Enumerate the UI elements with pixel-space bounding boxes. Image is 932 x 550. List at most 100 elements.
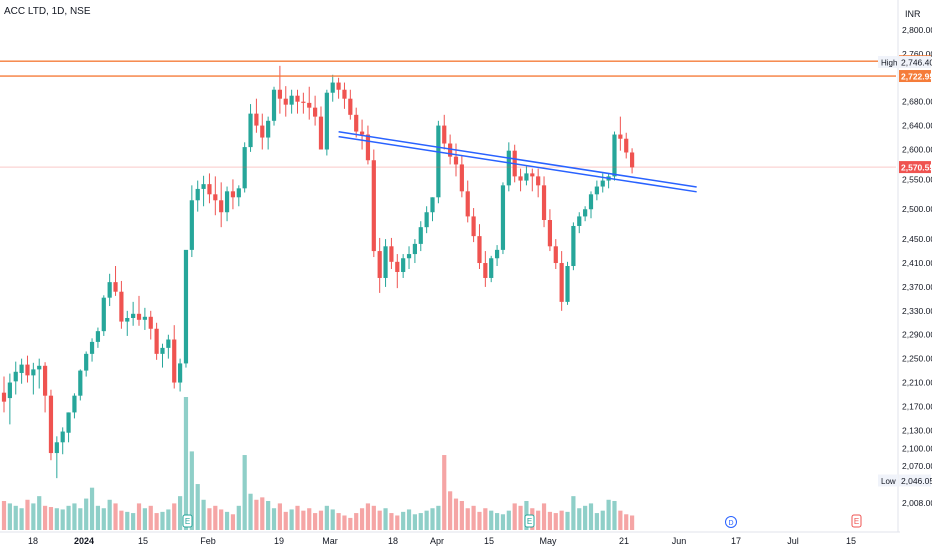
candle-body — [494, 249, 500, 259]
volume-bar — [565, 511, 570, 530]
time-tick-label: Jul — [787, 536, 799, 546]
candle-body — [313, 107, 318, 117]
candle-body — [383, 246, 388, 278]
candle-body — [189, 200, 194, 250]
candle-body — [624, 138, 629, 153]
volume-bar — [606, 499, 611, 530]
volume-bar — [383, 508, 388, 530]
volume-bar — [254, 499, 259, 530]
volume-bar — [389, 513, 394, 530]
volume-bar — [201, 499, 206, 530]
candle-body — [48, 395, 54, 454]
candle-body — [330, 82, 335, 93]
volume-bar — [547, 511, 553, 530]
price-tag-label-bg — [878, 56, 898, 69]
candle-body — [342, 89, 347, 99]
candle-body — [78, 370, 83, 396]
candle-body — [424, 212, 429, 228]
price-tick-label: 2,760.00 — [902, 49, 932, 59]
trendline — [338, 135, 697, 193]
candle-body — [230, 191, 236, 198]
volume-bar — [113, 503, 118, 530]
volume-bar — [172, 503, 177, 530]
candle-body — [377, 251, 382, 278]
volume-bar — [583, 505, 588, 530]
candle-body — [84, 353, 89, 371]
candle-body — [541, 185, 547, 220]
volume-bar — [260, 497, 265, 530]
candle-body — [166, 339, 171, 348]
candle-body — [89, 341, 95, 354]
volume-bar — [224, 511, 230, 530]
price-tag-value: 2,722.95 — [901, 72, 932, 82]
price-tag-label: High — [881, 59, 897, 68]
earnings-marker-label: E — [185, 517, 190, 526]
volume-bar — [600, 510, 605, 530]
volume-bars — [1, 397, 635, 530]
candle-body — [37, 365, 42, 370]
volume-bar — [571, 496, 576, 530]
price-tick-label: 2,370.00 — [902, 282, 932, 292]
volume-bar — [559, 510, 564, 530]
candle-body — [348, 98, 353, 115]
volume-bar — [500, 514, 506, 530]
volume-bar — [618, 510, 623, 530]
time-tick-label: 17 — [731, 536, 741, 546]
candle-body — [131, 313, 136, 318]
candle-body — [412, 243, 417, 255]
candle-body — [506, 150, 511, 186]
volume-bar — [154, 513, 159, 530]
volume-bar — [541, 503, 547, 530]
price-tag-value: 2,746.40 — [901, 58, 932, 68]
candle-body — [471, 216, 476, 237]
candle-body — [318, 116, 324, 150]
volume-bar — [577, 508, 582, 530]
volume-bar — [7, 503, 12, 530]
price-tick-label: 2,330.00 — [902, 306, 932, 316]
price-tags: 2,747.702,746.40High2,722.952,570.552,04… — [878, 55, 932, 487]
candle-body — [395, 261, 400, 272]
time-tick-label: 2024 — [74, 536, 94, 546]
volume-bar — [588, 503, 594, 530]
volume-bar — [1, 500, 7, 530]
candle-body — [219, 200, 224, 213]
volume-bar — [131, 513, 136, 530]
candle-body — [301, 101, 306, 103]
candle-body — [207, 184, 212, 195]
time-axis: 18 2024 15 Feb 19 Mar 18 Apr 15 May 21 Jun 17 Jul 15 — [0, 531, 900, 546]
volume-bar — [518, 505, 523, 530]
volume-bar — [60, 509, 65, 530]
volume-bar — [19, 508, 24, 530]
candle-body — [359, 131, 365, 135]
volume-bar — [483, 508, 488, 530]
candle-body — [183, 249, 189, 364]
candle-body — [289, 95, 294, 105]
volume-bar — [336, 513, 341, 530]
candle-body — [60, 431, 65, 443]
candle-body — [136, 313, 142, 320]
future-earnings-marker — [851, 514, 862, 528]
candle-body — [401, 258, 406, 272]
volume-bar — [348, 517, 353, 530]
price-tag-bg — [899, 474, 931, 487]
volume-bar — [25, 499, 30, 530]
volume-bar — [406, 509, 412, 530]
price-tick-label: 2,008.00 — [902, 498, 932, 508]
candle-body — [178, 363, 183, 383]
candle-body — [260, 125, 265, 138]
price-tick-label: 2,290.00 — [902, 330, 932, 340]
volume-bar — [436, 505, 441, 530]
volume-bar — [136, 503, 142, 530]
volume-bar — [166, 509, 171, 530]
candle-body — [477, 236, 482, 264]
price-tag-label: Low — [881, 477, 896, 486]
volume-bar — [301, 510, 306, 530]
candle-body — [31, 369, 36, 376]
volume-bar — [107, 499, 112, 530]
candle-body — [418, 227, 423, 244]
candle-body — [629, 152, 635, 168]
price-tick-label: 2,100.00 — [902, 443, 932, 453]
volume-bar — [342, 515, 347, 530]
